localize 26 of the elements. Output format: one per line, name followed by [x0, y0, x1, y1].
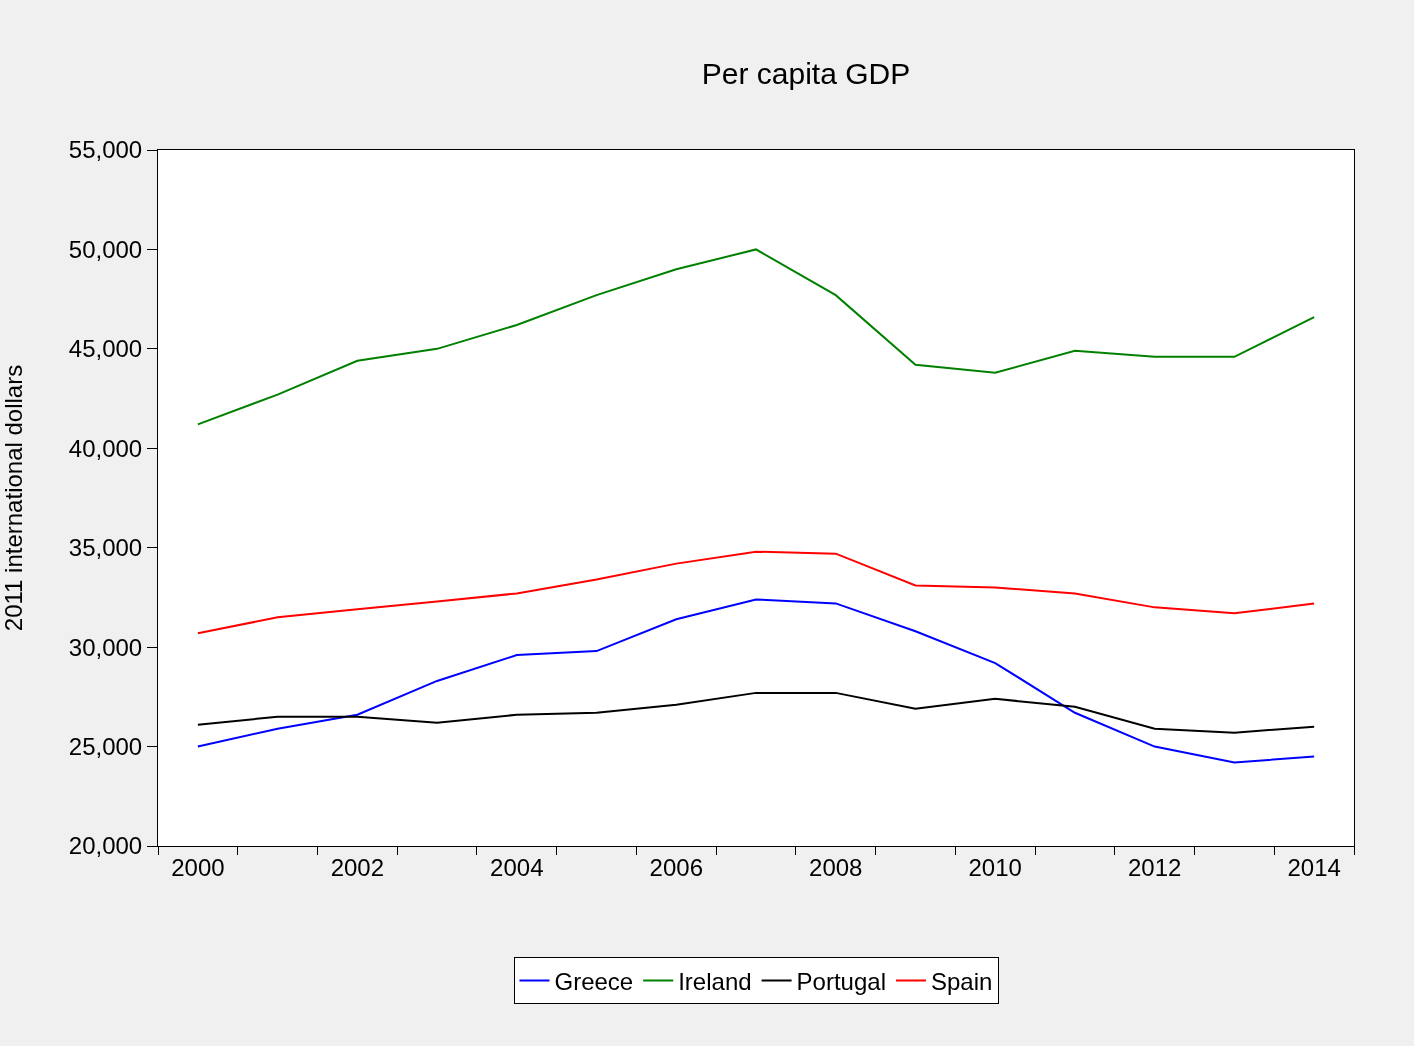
legend-label: Spain	[930, 967, 993, 995]
x-tick-label: 2010	[968, 853, 1022, 881]
y-tick-label: 35,000	[68, 534, 143, 562]
x-tick-label: 2000	[171, 853, 225, 881]
x-tick-label: 2014	[1287, 853, 1341, 881]
x-tick-label: 2012	[1127, 853, 1182, 881]
y-tick-label: 55,000	[68, 136, 143, 164]
legend-label: Greece	[554, 967, 634, 995]
x-tick-label: 2006	[649, 853, 703, 881]
y-axis-title: 2011 international dollars	[0, 364, 27, 632]
x-tick-label: 2008	[809, 853, 863, 881]
y-tick-label: 40,000	[68, 434, 143, 462]
chart-title: Per capita GDP	[701, 56, 911, 90]
legend-label: Ireland	[678, 967, 752, 995]
line-series	[196, 691, 1316, 734]
y-tick-label: 50,000	[68, 235, 143, 263]
y-tick-label: 45,000	[68, 335, 143, 363]
y-tick-label: 20,000	[68, 832, 143, 860]
line-series	[196, 248, 1316, 426]
y-tick-label: 30,000	[68, 633, 143, 661]
x-tick-label: 2004	[490, 853, 544, 881]
legend-label: Portugal	[796, 967, 886, 995]
line-series	[196, 550, 1316, 635]
x-tick-label: 2002	[330, 853, 385, 881]
line-series	[196, 598, 1316, 764]
y-tick-label: 25,000	[68, 732, 143, 760]
